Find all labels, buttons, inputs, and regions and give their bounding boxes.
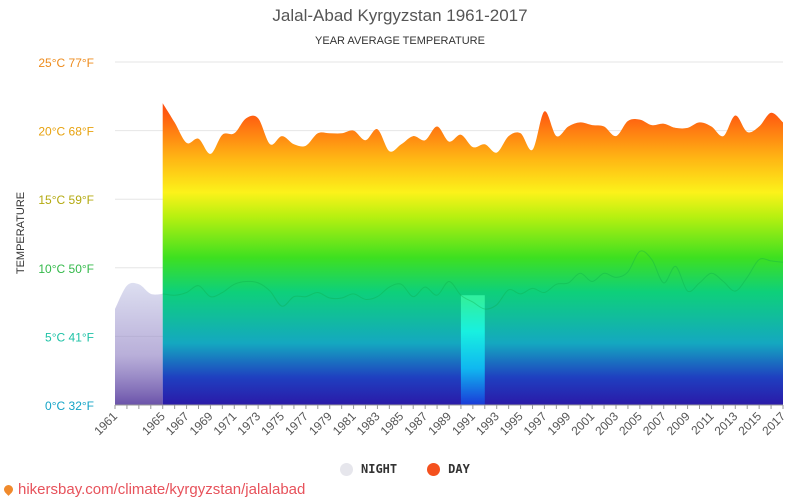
y-axis: 0°C 32°F 5°C 41°F 10°C 50°F 15°C 59°F 20°C 6… — [38, 56, 94, 413]
x-tick-label: 2011 — [688, 409, 716, 437]
x-tick-label: 1975 — [258, 409, 287, 438]
x-tick-label: 1995 — [497, 409, 526, 438]
day-area — [162, 103, 783, 405]
night-line — [162, 250, 784, 310]
temperature-chart: 0°C 32°F 5°C 41°F 10°C 50°F 15°C 59°F 20°C 6… — [15, 56, 788, 438]
legend-item-night[interactable]: NIGHT — [340, 462, 397, 476]
y-tick-label: 10°C 50°F — [38, 262, 94, 276]
x-tick-label: 2009 — [664, 409, 693, 438]
x-tick-label: 2007 — [640, 409, 669, 438]
y-tick-label: 5°C 41°F — [45, 330, 94, 344]
x-tick-label: 1981 — [330, 409, 359, 438]
chart-title: Jalal-Abad Kyrgyzstan 1961-2017 — [272, 6, 528, 25]
x-tick-label: 2013 — [712, 409, 741, 438]
x-tick-label: 1985 — [378, 409, 407, 438]
night-area — [115, 282, 163, 405]
x-tick-label: 1989 — [425, 409, 454, 438]
x-tick-label: 2017 — [759, 409, 788, 438]
x-tick-label: 2015 — [735, 409, 764, 438]
x-axis: 1961 196519671969197119731975197719791981… — [91, 404, 788, 438]
x-tick-label: 2005 — [616, 409, 645, 438]
x-tick-label: 1967 — [163, 409, 192, 438]
x-tick-label: 1965 — [139, 409, 168, 438]
legend-label-night: NIGHT — [361, 462, 398, 476]
x-tick-label: 1969 — [187, 409, 216, 438]
x-tick-label: 2001 — [568, 409, 597, 438]
x-tick-label: 1997 — [521, 409, 550, 438]
y-axis-label: TEMPERATURE — [15, 192, 27, 274]
y-tick-label: 20°C 68°F — [38, 125, 94, 139]
x-tick-label: 1971 — [211, 409, 240, 438]
chart-subtitle: YEAR AVERAGE TEMPERATURE — [315, 35, 485, 47]
source-link[interactable]: hikersbay.com/climate/kyrgyzstan/jalalab… — [2, 481, 306, 498]
x-tick-label: 1987 — [401, 409, 430, 438]
x-tick-label: 2003 — [592, 409, 621, 438]
x-tick-label: 1979 — [306, 409, 335, 438]
legend: NIGHT DAY — [340, 462, 500, 476]
x-tick-label: 1999 — [545, 409, 574, 438]
x-tick-label: 1977 — [282, 409, 311, 438]
map-pin-icon — [2, 483, 15, 496]
legend-swatch-day — [427, 462, 441, 476]
y-tick-label: 15°C 59°F — [38, 193, 94, 207]
x-tick-label: 1991 — [449, 409, 478, 438]
x-tick-label: 1983 — [354, 409, 383, 438]
legend-item-day[interactable]: DAY — [427, 462, 470, 476]
source-url: hikersbay.com/climate/kyrgyzstan/jalalab… — [18, 481, 306, 498]
y-tick-label: 25°C 77°F — [38, 56, 94, 70]
x-tick-label: 1973 — [234, 409, 263, 438]
night-gap-band — [460, 295, 485, 405]
legend-swatch-night — [340, 462, 353, 476]
x-tick-label: 1993 — [473, 409, 502, 438]
x-tick-label: 1961 — [91, 409, 120, 438]
legend-label-day: DAY — [448, 462, 470, 476]
y-tick-label: 0°C 32°F — [45, 399, 94, 413]
plot-area — [115, 103, 784, 405]
